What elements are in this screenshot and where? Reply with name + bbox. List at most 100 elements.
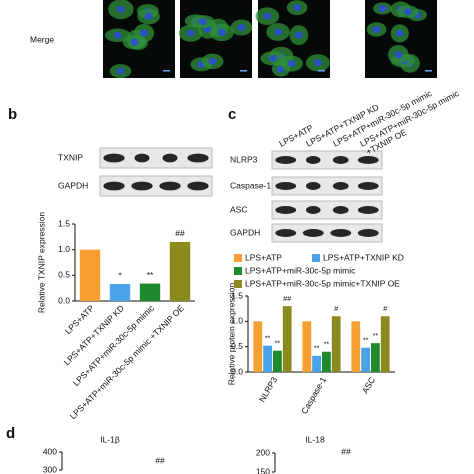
- band: [332, 206, 349, 214]
- y-tick-label: 1.0: [231, 316, 243, 326]
- significance: ##: [341, 446, 351, 456]
- bar: [263, 345, 272, 372]
- significance: **: [373, 333, 379, 340]
- nucleus: [217, 29, 226, 37]
- legend-label: LPS+ATP+miR-30c-5p mimic: [245, 265, 356, 275]
- y-tick-label: 0.5: [231, 341, 243, 351]
- nucleus: [294, 31, 303, 39]
- significance: #: [334, 306, 338, 313]
- nucleus: [208, 57, 217, 65]
- x-tick-label: ASC: [360, 375, 377, 395]
- nucleus: [372, 25, 381, 33]
- bar: [331, 316, 341, 372]
- legend-label: LPS+ATP: [245, 252, 282, 262]
- bar: [351, 321, 361, 372]
- nucleus: [116, 67, 125, 75]
- blot-label: NLRP3: [230, 154, 258, 164]
- significance: **: [275, 341, 281, 348]
- band: [305, 206, 321, 214]
- band: [305, 156, 321, 164]
- band: [159, 181, 181, 191]
- nucleus: [198, 18, 207, 26]
- x-tick-label: NLRP3: [257, 375, 279, 404]
- legend-swatch: [234, 280, 242, 288]
- band: [275, 156, 297, 164]
- band: [332, 156, 349, 164]
- significance: **: [363, 338, 369, 345]
- panel-label: b: [8, 106, 17, 123]
- band: [131, 181, 153, 191]
- blot: [99, 147, 213, 169]
- band: [305, 182, 321, 190]
- bar: [139, 283, 161, 301]
- y-tick-label: 1.5: [58, 218, 70, 228]
- band: [103, 181, 125, 191]
- panel-label: c: [228, 106, 236, 123]
- band: [162, 153, 178, 163]
- chart-title: IL-1β: [100, 434, 120, 444]
- blot-label: ASC: [230, 204, 247, 214]
- band: [187, 181, 209, 191]
- band: [275, 182, 297, 190]
- nucleus: [269, 54, 278, 62]
- significance: ##: [175, 228, 185, 238]
- y-axis-label: Relative TXNIP expression: [36, 212, 46, 314]
- nucleus: [313, 59, 322, 67]
- bar: [253, 321, 263, 372]
- bar: [380, 316, 390, 372]
- y-tick-label: 0.5: [58, 270, 70, 280]
- y-tick-label: 400: [43, 446, 57, 456]
- panel-label: d: [6, 425, 15, 442]
- bar: [371, 343, 380, 372]
- nucleus: [186, 29, 195, 37]
- significance: **: [314, 346, 320, 353]
- significance: *: [118, 270, 122, 280]
- y-tick-label: 0.0: [58, 295, 70, 305]
- band: [302, 229, 324, 237]
- blot: [271, 223, 383, 243]
- nucleus: [144, 12, 153, 20]
- legend-swatch: [312, 254, 320, 262]
- y-tick-label: 200: [256, 447, 270, 457]
- nucleus: [116, 5, 125, 13]
- significance: ##: [155, 455, 165, 465]
- scale-bar: [240, 70, 247, 72]
- y-tick-label: 1.5: [231, 290, 243, 300]
- nucleus: [394, 51, 403, 59]
- blot: [271, 150, 383, 170]
- nucleus: [237, 23, 246, 31]
- significance: ##: [283, 296, 291, 303]
- chart-title: IL-18: [305, 434, 325, 444]
- band: [134, 153, 150, 163]
- band: [357, 182, 379, 190]
- bar: [312, 355, 321, 372]
- nucleus: [263, 12, 272, 20]
- blot-label: GAPDH: [230, 227, 260, 237]
- scale-bar: [318, 70, 325, 72]
- significance: **: [265, 335, 271, 342]
- nucleus: [395, 29, 404, 37]
- band: [275, 206, 297, 214]
- blot: [99, 175, 213, 197]
- bar: [79, 249, 101, 301]
- band: [332, 182, 349, 190]
- blot: [271, 200, 383, 220]
- band: [187, 153, 209, 163]
- bar: [322, 351, 331, 372]
- nucleus: [130, 38, 139, 46]
- bar: [273, 350, 282, 372]
- blot-label: TXNIP: [58, 152, 83, 162]
- legend-swatch: [234, 267, 242, 275]
- band: [357, 229, 379, 237]
- nucleus: [378, 4, 387, 12]
- y-tick-label: 1.0: [58, 244, 70, 254]
- y-tick-label: 150: [256, 466, 270, 474]
- y-tick-label: 0.0: [231, 366, 243, 376]
- y-axis-label: Relative protein expression: [226, 282, 236, 385]
- significance: **: [324, 342, 330, 349]
- scale-bar: [163, 70, 170, 72]
- bar: [169, 241, 191, 301]
- x-tick-label: Caspase-1: [299, 375, 328, 416]
